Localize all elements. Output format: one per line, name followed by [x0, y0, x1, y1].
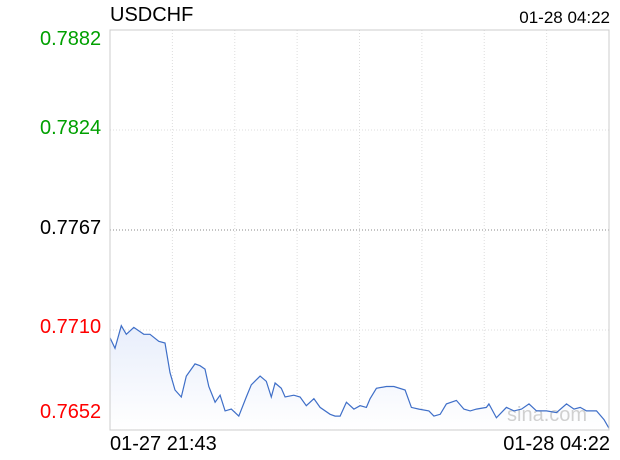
grid — [110, 30, 609, 430]
watermark: sina.com — [507, 404, 587, 426]
y-tick-label: 0.7710 — [40, 316, 102, 338]
y-tick-label: 0.7824 — [40, 117, 102, 139]
price-line — [109, 324, 610, 429]
y-tick-label: 0.7652 — [40, 401, 102, 423]
timestamp: 01-28 04:22 — [519, 8, 610, 27]
x-tick-label-end: 01-28 04:22 — [503, 433, 610, 455]
y-tick-label: 0.7882 — [40, 28, 102, 50]
price-area-fill — [110, 325, 609, 430]
x-tick-label-start: 01-27 21:43 — [110, 433, 217, 455]
plot-border — [109, 29, 610, 431]
y-tick-label: 0.7767 — [40, 217, 102, 239]
symbol-title: USDCHF — [110, 4, 194, 26]
